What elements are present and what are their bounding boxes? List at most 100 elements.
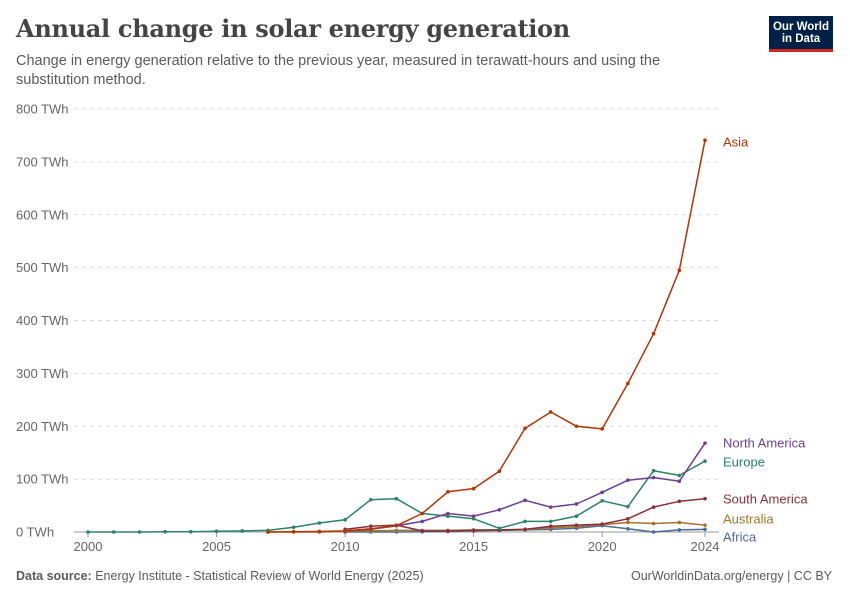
- data-point[interactable]: [420, 511, 425, 516]
- data-point[interactable]: [626, 527, 630, 531]
- series-label: North America: [723, 436, 806, 451]
- series-label: Africa: [723, 530, 757, 545]
- chart-subtitle: Change in energy generation relative to …: [16, 53, 661, 88]
- data-point[interactable]: [651, 468, 656, 473]
- data-point[interactable]: [446, 511, 450, 516]
- series-lines: [86, 138, 707, 534]
- data-point[interactable]: [651, 331, 656, 336]
- data-point[interactable]: [626, 381, 630, 386]
- data-point[interactable]: [394, 523, 399, 528]
- series-line[interactable]: [267, 140, 706, 533]
- data-point[interactable]: [446, 514, 450, 518]
- data-point[interactable]: [368, 527, 373, 531]
- footer-link[interactable]: OurWorldinData.org/energy | CC BY: [630, 569, 832, 583]
- x-axis-ticks: 2000 2005 2010 2015 2020 2024: [74, 532, 719, 554]
- data-point[interactable]: [677, 499, 682, 504]
- data-point[interactable]: [677, 520, 682, 525]
- data-point[interactable]: [368, 497, 373, 502]
- data-point[interactable]: [703, 496, 707, 501]
- data-point[interactable]: [677, 268, 682, 273]
- data-point[interactable]: [574, 514, 579, 518]
- data-point[interactable]: [626, 478, 630, 482]
- owid-logo[interactable]: Our World in Data: [769, 16, 833, 52]
- data-point[interactable]: [574, 523, 579, 527]
- data-point[interactable]: [523, 527, 527, 532]
- data-point[interactable]: [471, 486, 476, 491]
- y-tick-label: 800 TWh: [16, 102, 69, 117]
- data-point[interactable]: [523, 498, 527, 503]
- series-line[interactable]: [345, 442, 706, 532]
- data-point[interactable]: [471, 528, 476, 533]
- data-point[interactable]: [343, 529, 347, 533]
- data-point[interactable]: [111, 530, 116, 534]
- y-tick-label: 100 TWh: [16, 472, 69, 487]
- data-point[interactable]: [471, 514, 476, 518]
- data-point[interactable]: [626, 504, 630, 509]
- data-point[interactable]: [548, 410, 553, 414]
- data-point[interactable]: [189, 529, 193, 534]
- y-tick-label: 400 TWh: [16, 313, 69, 328]
- data-point[interactable]: [677, 473, 682, 478]
- series-line[interactable]: [345, 497, 706, 532]
- series-europe[interactable]: [86, 459, 707, 534]
- data-point[interactable]: [214, 529, 219, 534]
- x-tick-label: 2005: [202, 539, 231, 554]
- series-labels: Africa Australia South America Europe North …: [723, 135, 808, 545]
- data-point[interactable]: [317, 521, 322, 525]
- data-point[interactable]: [394, 528, 399, 533]
- data-point[interactable]: [651, 530, 656, 534]
- data-point[interactable]: [600, 490, 604, 495]
- data-point[interactable]: [343, 518, 347, 522]
- data-point[interactable]: [548, 505, 553, 509]
- data-point[interactable]: [137, 530, 142, 534]
- data-point[interactable]: [266, 530, 270, 534]
- data-point[interactable]: [600, 522, 604, 526]
- data-point[interactable]: [703, 441, 707, 445]
- y-tick-label: 200 TWh: [16, 419, 69, 434]
- data-point[interactable]: [703, 138, 707, 142]
- data-point[interactable]: [86, 530, 90, 534]
- series-south-america[interactable]: [343, 496, 707, 533]
- data-point[interactable]: [471, 516, 476, 521]
- chart-title: Annual change in solar energy generation: [16, 14, 570, 43]
- data-point[interactable]: [548, 524, 553, 528]
- data-point[interactable]: [368, 524, 373, 528]
- data-point[interactable]: [703, 459, 707, 463]
- data-point[interactable]: [497, 526, 502, 531]
- data-point[interactable]: [163, 529, 167, 534]
- series-asia[interactable]: [266, 138, 707, 534]
- data-point[interactable]: [394, 496, 399, 501]
- data-point[interactable]: [291, 525, 296, 530]
- data-point[interactable]: [677, 528, 682, 532]
- data-source-text[interactable]: Energy Institute - Statistical Review of…: [95, 569, 424, 583]
- data-point[interactable]: [446, 490, 450, 494]
- data-point[interactable]: [677, 479, 682, 484]
- series-label: Australia: [723, 512, 774, 527]
- series-north-america[interactable]: [343, 441, 707, 533]
- data-point[interactable]: [420, 529, 425, 533]
- data-point[interactable]: [651, 505, 656, 509]
- data-point[interactable]: [240, 529, 245, 533]
- data-point[interactable]: [291, 529, 296, 534]
- data-point[interactable]: [703, 523, 707, 527]
- data-point[interactable]: [548, 519, 553, 524]
- data-point[interactable]: [651, 521, 656, 526]
- data-point[interactable]: [626, 520, 630, 525]
- data-point[interactable]: [574, 424, 579, 429]
- data-point[interactable]: [497, 469, 502, 473]
- data-point[interactable]: [574, 502, 579, 506]
- data-point[interactable]: [626, 516, 630, 521]
- x-tick-label: 2000: [74, 539, 103, 554]
- data-point[interactable]: [420, 519, 425, 524]
- logo-line-2: in Data: [781, 33, 821, 45]
- data-point[interactable]: [497, 507, 502, 512]
- data-point[interactable]: [523, 426, 527, 431]
- data-point[interactable]: [446, 529, 450, 533]
- data-point[interactable]: [523, 519, 527, 524]
- data-point[interactable]: [651, 475, 656, 480]
- data-point[interactable]: [317, 529, 322, 534]
- data-point[interactable]: [600, 427, 604, 431]
- data-point[interactable]: [703, 527, 707, 532]
- data-point[interactable]: [600, 499, 604, 503]
